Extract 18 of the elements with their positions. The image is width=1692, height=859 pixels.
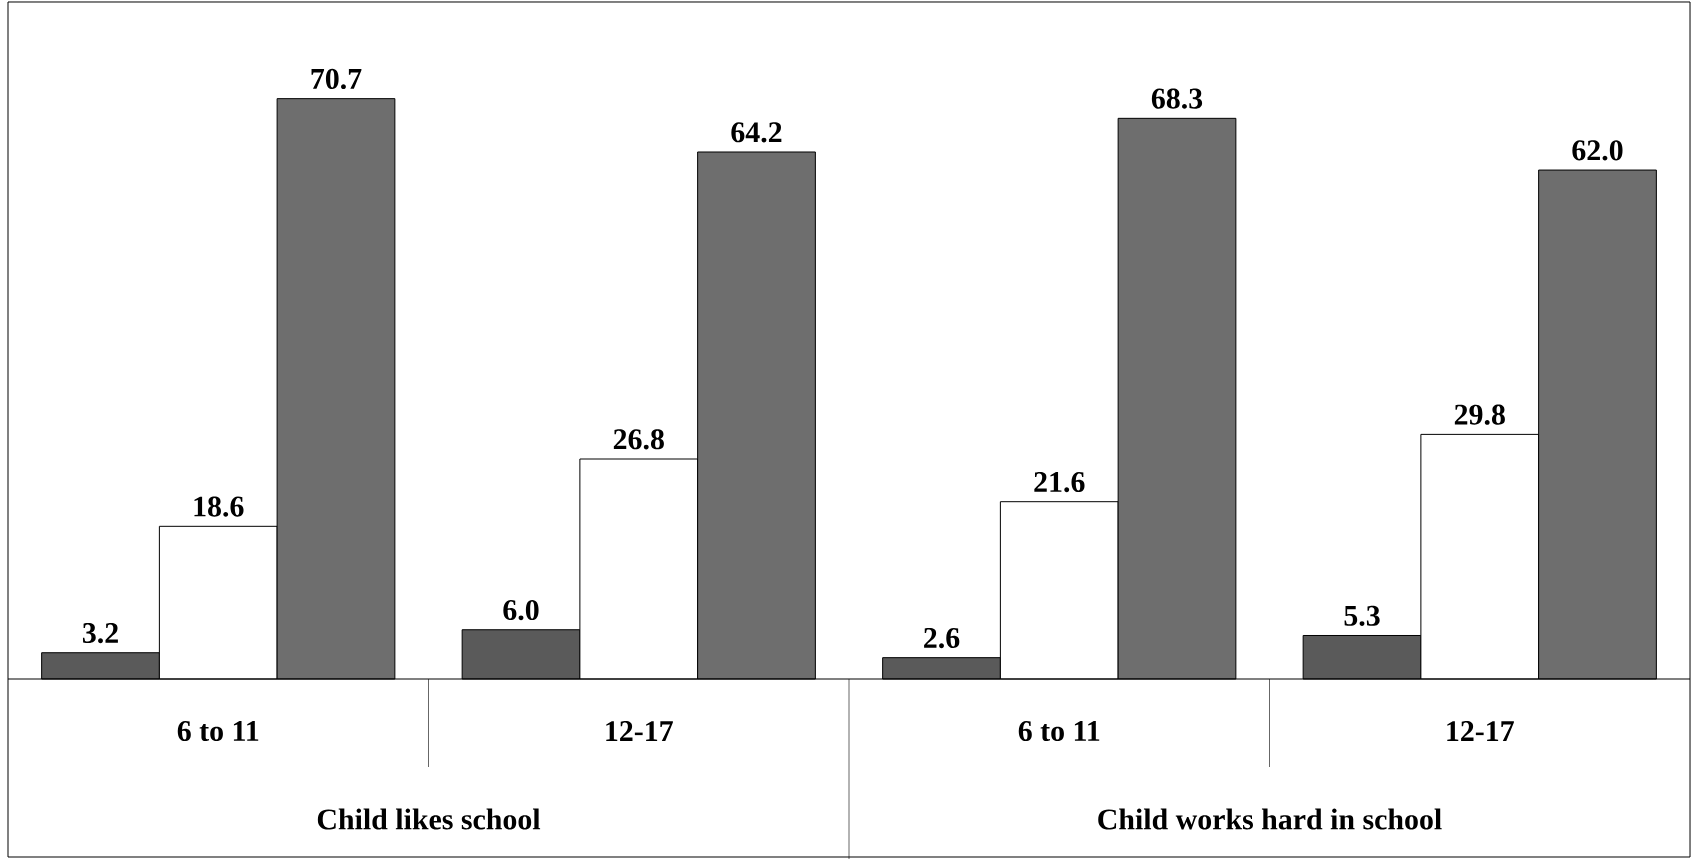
data-label: 68.3 bbox=[1151, 88, 1203, 109]
data-label: 29.8 bbox=[1454, 404, 1505, 425]
data-label: 5.3 bbox=[1344, 605, 1380, 626]
data-label: 62.0 bbox=[1572, 140, 1623, 161]
data-label: 70.7 bbox=[311, 68, 362, 90]
data-label: 64.2 bbox=[731, 122, 782, 143]
data-label: 26.8 bbox=[613, 429, 664, 450]
data-label: 21.6 bbox=[1034, 471, 1085, 493]
text: Child works hard in school bbox=[1098, 808, 1442, 830]
x-tick-label: 12-17 bbox=[1447, 721, 1514, 741]
text: Child likes school bbox=[317, 808, 541, 830]
data-label: 3.2 bbox=[82, 622, 118, 644]
x-tick-label: 6 to 11 bbox=[177, 720, 259, 742]
data-label: 2.6 bbox=[924, 627, 960, 649]
data-label: 6.0 bbox=[503, 599, 539, 621]
x-tick-label: 6 to 11 bbox=[1018, 720, 1100, 742]
x-tick-label: 12-17 bbox=[606, 721, 673, 741]
data-label: 18.6 bbox=[194, 496, 244, 517]
